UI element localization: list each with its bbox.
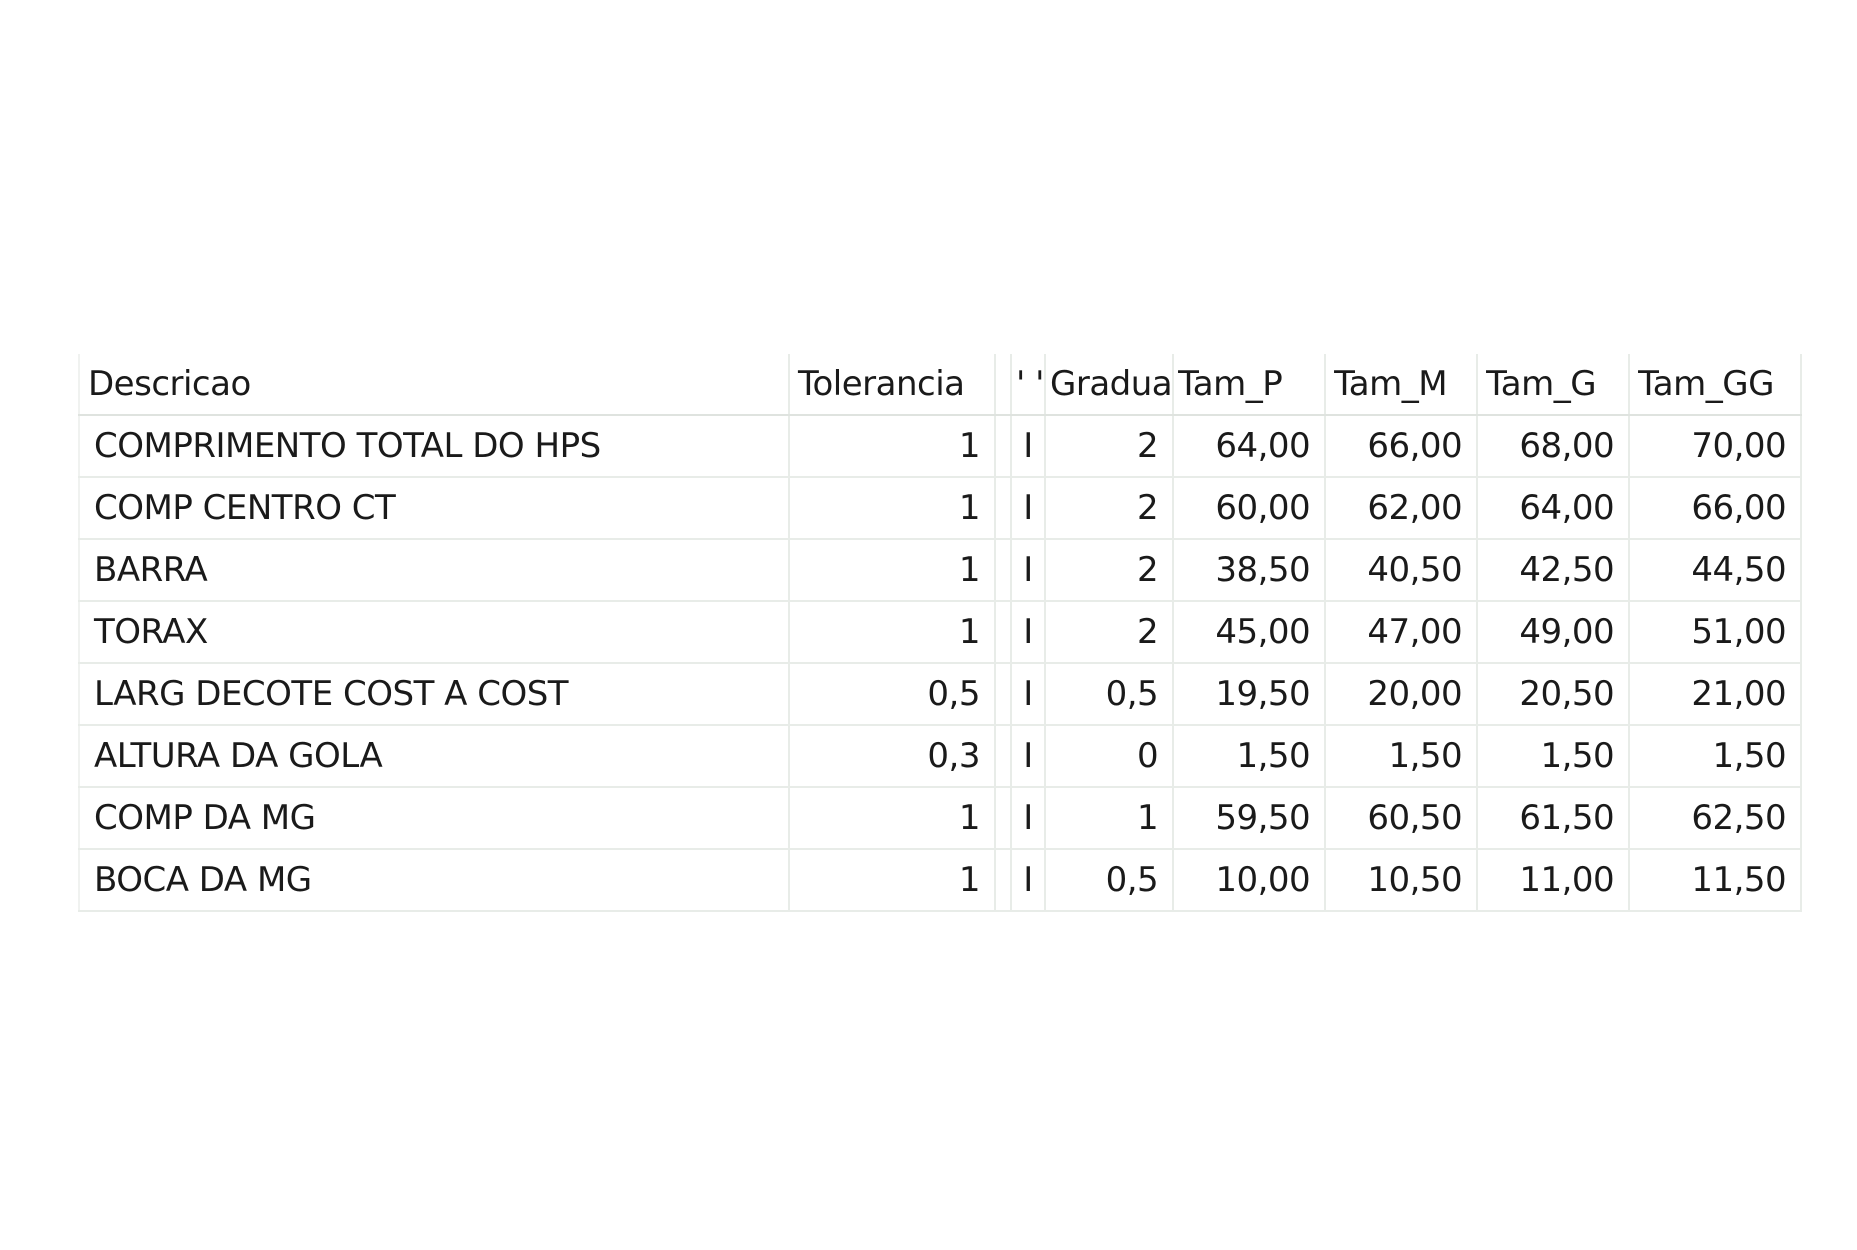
cell-descricao[interactable]: ALTURA DA GOLA — [78, 725, 790, 788]
cell-graduacao[interactable]: 1 — [1045, 787, 1175, 850]
col-header-tam-gg[interactable]: Tam_GG — [1629, 354, 1803, 416]
cell-tam-g[interactable]: 68,00 — [1477, 415, 1631, 478]
cell-tam-p[interactable]: 19,50 — [1173, 663, 1327, 726]
cell-tam-m[interactable]: 66,00 — [1325, 415, 1479, 478]
cell-flag[interactable]: I — [1011, 539, 1047, 602]
cell-tam-p[interactable]: 1,50 — [1173, 725, 1327, 788]
table-row[interactable]: COMPRIMENTO TOTAL DO HPS 1 I 2 64,00 66,… — [78, 415, 1803, 478]
cell-tolerancia[interactable]: 1 — [789, 787, 996, 850]
cell-tam-m[interactable]: 47,00 — [1325, 601, 1479, 664]
col-header-descricao[interactable]: Descricao — [78, 354, 790, 416]
cell-graduacao[interactable]: 2 — [1045, 539, 1175, 602]
grid-body: COMPRIMENTO TOTAL DO HPS 1 I 2 64,00 66,… — [78, 415, 1803, 912]
cell-tam-g[interactable]: 49,00 — [1477, 601, 1631, 664]
cell-descricao[interactable]: TORAX — [78, 601, 790, 664]
cell-blank[interactable] — [995, 601, 1012, 664]
cell-tam-p[interactable]: 10,00 — [1173, 849, 1327, 912]
cell-blank[interactable] — [995, 415, 1012, 478]
grid-header: Descricao Tolerancia ' ' Gradua Tam_P Ta… — [78, 354, 1803, 416]
cell-flag[interactable]: I — [1011, 601, 1047, 664]
cell-tam-g[interactable]: 64,00 — [1477, 477, 1631, 540]
cell-tam-p[interactable]: 64,00 — [1173, 415, 1327, 478]
cell-graduacao[interactable]: 2 — [1045, 477, 1175, 540]
cell-tam-g[interactable]: 1,50 — [1477, 725, 1631, 788]
col-header-tolerancia[interactable]: Tolerancia — [789, 354, 996, 416]
cell-tolerancia[interactable]: 1 — [789, 601, 996, 664]
cell-tam-p[interactable]: 45,00 — [1173, 601, 1327, 664]
cell-descricao[interactable]: COMPRIMENTO TOTAL DO HPS — [78, 415, 790, 478]
cell-flag[interactable]: I — [1011, 849, 1047, 912]
cell-tam-gg[interactable]: 44,50 — [1629, 539, 1803, 602]
cell-tam-m[interactable]: 20,00 — [1325, 663, 1479, 726]
cell-tolerancia[interactable]: 0,3 — [789, 725, 996, 788]
col-header-tam-g[interactable]: Tam_G — [1477, 354, 1631, 416]
table-row[interactable]: ALTURA DA GOLA 0,3 I 0 1,50 1,50 1,50 1,… — [78, 725, 1803, 788]
cell-graduacao[interactable]: 2 — [1045, 601, 1175, 664]
cell-tam-p[interactable]: 38,50 — [1173, 539, 1327, 602]
cell-blank[interactable] — [995, 725, 1012, 788]
header-row: Descricao Tolerancia ' ' Gradua Tam_P Ta… — [78, 354, 1803, 416]
cell-tam-gg[interactable]: 51,00 — [1629, 601, 1803, 664]
table-row[interactable]: COMP DA MG 1 I 1 59,50 60,50 61,50 62,50 — [78, 787, 1803, 850]
cell-blank[interactable] — [995, 849, 1012, 912]
cell-tam-m[interactable]: 62,00 — [1325, 477, 1479, 540]
cell-tolerancia[interactable]: 0,5 — [789, 663, 996, 726]
cell-blank[interactable] — [995, 663, 1012, 726]
col-header-graduacao[interactable]: Gradua — [1045, 354, 1175, 416]
cell-tolerancia[interactable]: 1 — [789, 539, 996, 602]
measurement-grid: Descricao Tolerancia ' ' Gradua Tam_P Ta… — [78, 354, 1803, 912]
col-header-tam-p[interactable]: Tam_P — [1173, 354, 1327, 416]
table-row[interactable]: BOCA DA MG 1 I 0,5 10,00 10,50 11,00 11,… — [78, 849, 1803, 912]
cell-tam-m[interactable]: 40,50 — [1325, 539, 1479, 602]
cell-tam-g[interactable]: 61,50 — [1477, 787, 1631, 850]
cell-flag[interactable]: I — [1011, 663, 1047, 726]
cell-flag[interactable]: I — [1011, 415, 1047, 478]
cell-tam-g[interactable]: 42,50 — [1477, 539, 1631, 602]
cell-tam-g[interactable]: 20,50 — [1477, 663, 1631, 726]
cell-descricao[interactable]: COMP CENTRO CT — [78, 477, 790, 540]
cell-descricao[interactable]: BOCA DA MG — [78, 849, 790, 912]
table-row[interactable]: TORAX 1 I 2 45,00 47,00 49,00 51,00 — [78, 601, 1803, 664]
cell-blank[interactable] — [995, 477, 1012, 540]
cell-graduacao[interactable]: 2 — [1045, 415, 1175, 478]
table-row[interactable]: LARG DECOTE COST A COST 0,5 I 0,5 19,50 … — [78, 663, 1803, 726]
cell-flag[interactable]: I — [1011, 725, 1047, 788]
cell-tolerancia[interactable]: 1 — [789, 477, 996, 540]
cell-tam-p[interactable]: 59,50 — [1173, 787, 1327, 850]
col-header-blank[interactable] — [995, 354, 1012, 416]
cell-tam-gg[interactable]: 70,00 — [1629, 415, 1803, 478]
cell-descricao[interactable]: BARRA — [78, 539, 790, 602]
cell-graduacao[interactable]: 0,5 — [1045, 849, 1175, 912]
table-row[interactable]: BARRA 1 I 2 38,50 40,50 42,50 44,50 — [78, 539, 1803, 602]
cell-tam-gg[interactable]: 21,00 — [1629, 663, 1803, 726]
cell-descricao[interactable]: LARG DECOTE COST A COST — [78, 663, 790, 726]
cell-tam-g[interactable]: 11,00 — [1477, 849, 1631, 912]
cell-tam-gg[interactable]: 62,50 — [1629, 787, 1803, 850]
cell-blank[interactable] — [995, 787, 1012, 850]
cell-blank[interactable] — [995, 539, 1012, 602]
cell-tam-p[interactable]: 60,00 — [1173, 477, 1327, 540]
cell-graduacao[interactable]: 0,5 — [1045, 663, 1175, 726]
cell-tolerancia[interactable]: 1 — [789, 415, 996, 478]
cell-flag[interactable]: I — [1011, 477, 1047, 540]
cell-tam-gg[interactable]: 66,00 — [1629, 477, 1803, 540]
cell-graduacao[interactable]: 0 — [1045, 725, 1175, 788]
col-header-narrow[interactable]: ' ' — [1011, 354, 1047, 416]
cell-tam-m[interactable]: 10,50 — [1325, 849, 1479, 912]
cell-tam-gg[interactable]: 11,50 — [1629, 849, 1803, 912]
cell-tam-m[interactable]: 1,50 — [1325, 725, 1479, 788]
table-row[interactable]: COMP CENTRO CT 1 I 2 60,00 62,00 64,00 6… — [78, 477, 1803, 540]
col-header-tam-m[interactable]: Tam_M — [1325, 354, 1479, 416]
cell-tam-gg[interactable]: 1,50 — [1629, 725, 1803, 788]
cell-descricao[interactable]: COMP DA MG — [78, 787, 790, 850]
cell-tolerancia[interactable]: 1 — [789, 849, 996, 912]
cell-tam-m[interactable]: 60,50 — [1325, 787, 1479, 850]
cell-flag[interactable]: I — [1011, 787, 1047, 850]
